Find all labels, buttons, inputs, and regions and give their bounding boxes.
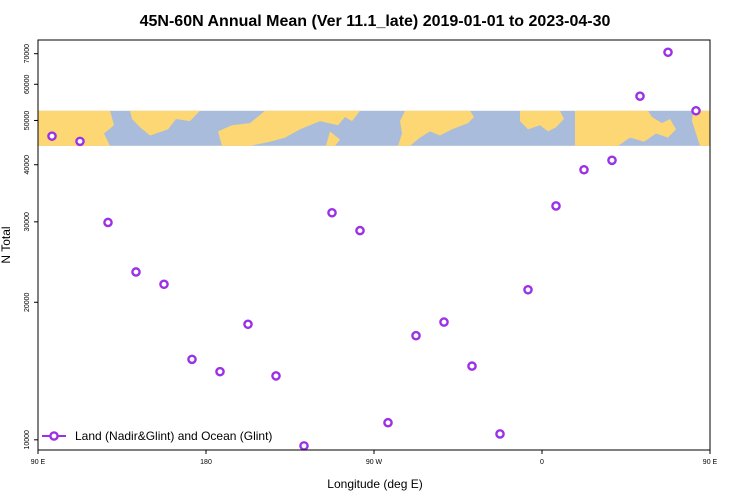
data-point xyxy=(551,201,561,211)
world-map-band xyxy=(38,110,710,146)
y-axis-ticks: 10000 20000 30000 40000 50000 60000 70000 xyxy=(24,44,38,450)
data-point xyxy=(663,47,673,58)
legend: Land (Nadir&Glint) and Ocean (Glint) xyxy=(42,429,272,443)
data-point xyxy=(411,330,421,341)
data-point xyxy=(187,354,197,365)
data-points xyxy=(47,47,701,451)
data-point xyxy=(271,371,281,381)
y-tick-label: 60000 xyxy=(24,74,31,94)
legend-label: Land (Nadir&Glint) and Ocean (Glint) xyxy=(75,429,272,443)
data-point xyxy=(439,317,449,327)
map-land-shape xyxy=(326,131,340,146)
y-tick-label: 10000 xyxy=(24,430,31,450)
data-point xyxy=(579,164,589,175)
data-point xyxy=(495,429,505,439)
data-point xyxy=(383,417,393,428)
data-point xyxy=(467,361,477,371)
data-point xyxy=(75,136,85,147)
data-point xyxy=(215,366,225,377)
y-tick-label: 30000 xyxy=(24,212,31,232)
map-land-shape xyxy=(692,110,710,146)
x-tick-label: 90 W xyxy=(366,459,383,466)
data-point xyxy=(131,267,141,277)
map-land-shape xyxy=(130,110,200,136)
data-point xyxy=(47,131,57,141)
map-land-shape xyxy=(398,110,474,146)
data-point xyxy=(691,105,701,116)
y-tick-label: 40000 xyxy=(24,155,31,175)
data-point xyxy=(159,279,169,290)
x-tick-label: 0 xyxy=(540,459,544,466)
map-land-shape xyxy=(218,110,360,146)
x-tick-label: 180 xyxy=(200,459,212,466)
chart-title: 45N-60N Annual Mean (Ver 11.1_late) 2019… xyxy=(140,13,611,30)
x-tick-label: 90 E xyxy=(703,459,718,466)
x-tick-label: 90 E xyxy=(31,459,46,466)
legend-marker xyxy=(49,431,59,441)
y-tick-label: 20000 xyxy=(24,292,31,312)
data-point xyxy=(327,207,337,218)
plot-frame xyxy=(37,39,711,451)
data-point xyxy=(523,284,533,295)
data-point xyxy=(103,217,113,228)
data-point xyxy=(243,319,253,330)
y-axis-label: N Total xyxy=(0,226,13,263)
y-tick-label: 70000 xyxy=(24,44,31,64)
data-point xyxy=(299,441,309,451)
map-land-shape xyxy=(38,110,114,146)
map-land-shape xyxy=(520,110,564,132)
data-point xyxy=(635,91,645,102)
data-point xyxy=(607,155,617,166)
x-axis-label: Longitude (deg E) xyxy=(327,477,422,491)
y-tick-label: 50000 xyxy=(24,111,31,131)
x-axis-ticks: 90 E 180 90 W 0 90 E xyxy=(31,450,718,466)
data-point xyxy=(355,225,365,236)
